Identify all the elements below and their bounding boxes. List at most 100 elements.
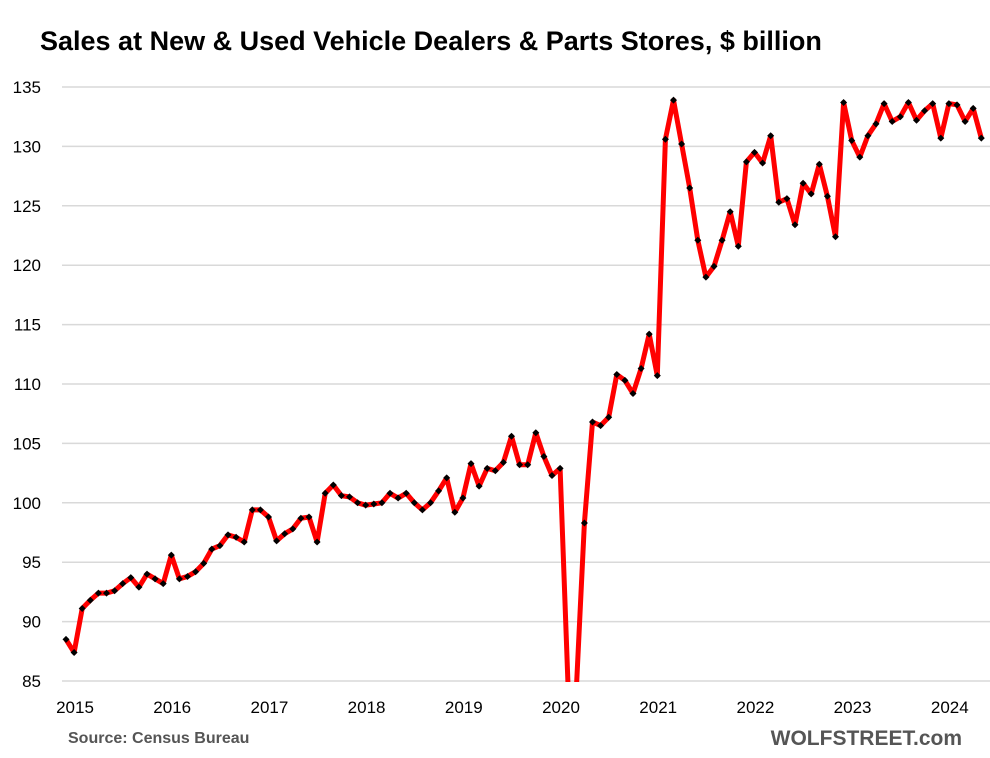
data-point <box>532 429 540 437</box>
data-point <box>621 376 629 384</box>
data-point <box>451 508 459 516</box>
data-point <box>192 568 200 576</box>
data-point <box>848 136 856 144</box>
data-point <box>127 574 135 582</box>
data-point <box>370 500 378 508</box>
data-point <box>670 96 677 104</box>
data-point <box>386 489 394 497</box>
data-point <box>783 195 791 203</box>
data-point <box>508 432 515 440</box>
y-tick-label: 115 <box>14 316 41 335</box>
data-point <box>540 452 548 460</box>
x-axis-ticks: 2015 2016 2017 2018 2019 2020 2021 2022 2023 2024 <box>56 698 969 717</box>
data-point <box>726 208 734 216</box>
data-point <box>823 192 831 200</box>
data-point <box>346 493 353 501</box>
data-point <box>200 559 208 567</box>
data-point <box>378 499 386 507</box>
y-tick-label: 110 <box>14 375 41 394</box>
data-point <box>815 160 823 168</box>
data-markers <box>62 96 985 656</box>
data-point <box>524 461 532 469</box>
data-point <box>961 117 969 125</box>
data-point <box>443 474 451 482</box>
data-point <box>718 236 726 244</box>
data-point <box>427 499 434 507</box>
y-tick-label: 135 <box>13 78 41 97</box>
data-point <box>135 583 143 591</box>
data-point <box>232 533 240 541</box>
data-point <box>686 184 694 192</box>
data-point <box>767 132 775 140</box>
data-point <box>702 273 710 281</box>
data-point <box>337 492 345 500</box>
data-point <box>807 190 815 198</box>
data-point <box>945 100 953 108</box>
data-point <box>103 589 110 597</box>
data-point <box>929 100 937 108</box>
data-point <box>937 134 945 142</box>
data-point <box>256 506 264 514</box>
y-tick-label: 125 <box>13 197 41 216</box>
data-point <box>799 179 807 187</box>
data-point <box>678 140 686 148</box>
y-tick-label: 105 <box>13 434 41 453</box>
data-point <box>167 551 175 559</box>
data-point <box>78 605 86 613</box>
data-point <box>362 501 370 509</box>
y-tick-label: 95 <box>22 553 41 572</box>
data-point <box>151 575 159 583</box>
data-point <box>208 545 216 553</box>
data-point <box>580 519 588 527</box>
data-point <box>969 104 977 112</box>
data-point <box>629 390 637 398</box>
data-point <box>710 262 718 270</box>
data-point <box>864 132 872 140</box>
data-point <box>435 487 443 495</box>
data-point <box>751 148 758 156</box>
data-point <box>888 117 896 125</box>
data-point <box>637 365 645 373</box>
data-point <box>880 100 888 108</box>
data-point <box>119 580 127 588</box>
data-point <box>402 489 410 497</box>
data-point <box>904 98 912 106</box>
data-point <box>872 120 880 128</box>
data-point <box>694 236 702 244</box>
x-tick-label: 2016 <box>153 698 191 717</box>
data-point <box>297 514 305 522</box>
data-point <box>281 530 289 538</box>
data-point <box>62 635 70 643</box>
gridlines <box>62 86 990 682</box>
data-point <box>840 98 848 106</box>
data-point <box>913 116 920 124</box>
data-point <box>305 513 313 521</box>
x-tick-label: 2024 <box>931 698 969 717</box>
data-point <box>483 464 491 472</box>
y-axis-ticks: 85 90 95 100 105 110 115 120 125 130 135 <box>13 78 41 691</box>
y-tick-label: 100 <box>13 494 41 513</box>
series-line <box>63 97 984 682</box>
x-tick-label: 2015 <box>56 698 94 717</box>
data-point <box>475 482 483 490</box>
data-point <box>953 101 961 109</box>
data-point <box>896 113 904 121</box>
data-point <box>734 242 742 250</box>
data-point <box>742 158 750 166</box>
data-point <box>653 372 661 380</box>
x-tick-label: 2020 <box>542 698 580 717</box>
source-note: Source: Census Bureau <box>68 730 250 747</box>
data-point <box>499 458 507 466</box>
data-point <box>394 494 402 502</box>
x-tick-label: 2018 <box>348 698 386 717</box>
data-point <box>273 537 281 545</box>
data-point <box>613 370 621 378</box>
x-tick-label: 2021 <box>639 698 677 717</box>
data-point <box>94 589 102 597</box>
data-point <box>645 330 653 338</box>
data-point <box>856 153 864 161</box>
data-point <box>321 489 329 497</box>
data-point <box>516 461 524 469</box>
chart-title: Sales at New & Used Vehicle Dealers & Pa… <box>40 26 822 56</box>
